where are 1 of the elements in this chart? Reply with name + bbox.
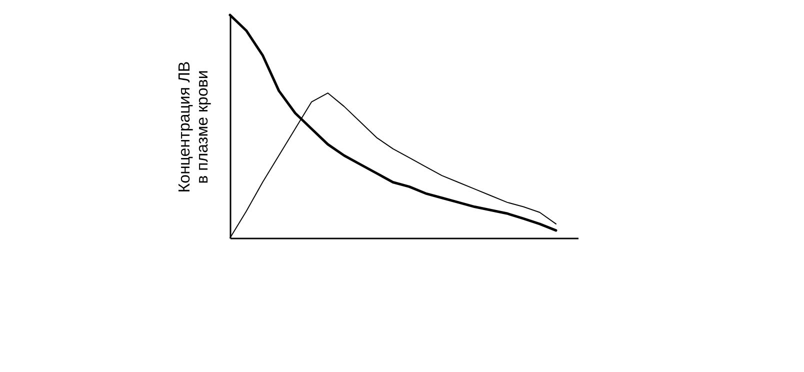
y-axis-title: Концентрация ЛВ в плазме крови	[176, 61, 212, 193]
